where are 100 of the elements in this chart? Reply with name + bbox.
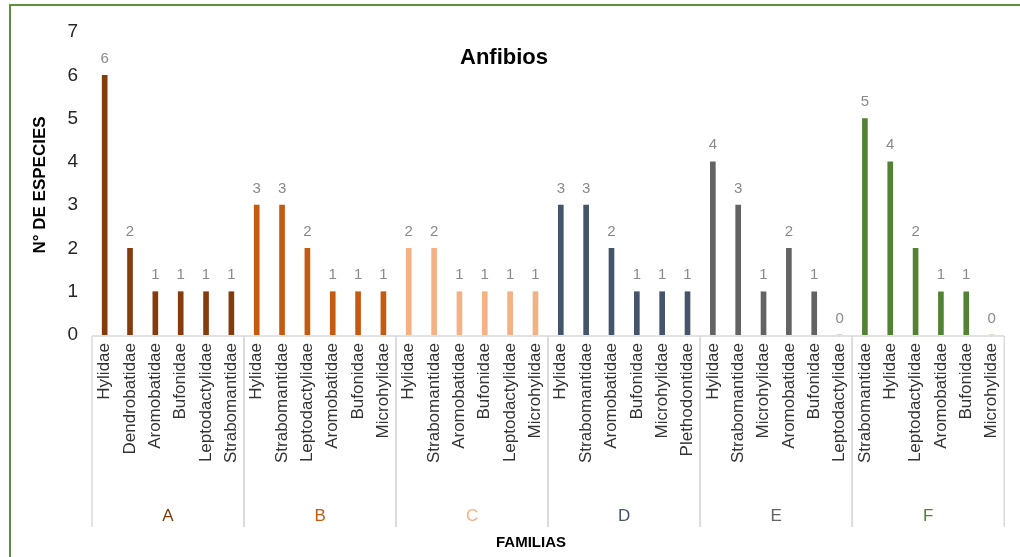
x-tick-label: Strabomantidae xyxy=(727,343,747,464)
x-tick-label: Strabomantidae xyxy=(575,343,595,464)
text: E xyxy=(770,505,782,525)
data-label: 1 xyxy=(658,265,667,283)
data-label: 3 xyxy=(252,178,261,196)
x-tick-label: Leptodactylidae xyxy=(297,343,317,463)
data-label: 3 xyxy=(581,178,591,196)
bar xyxy=(431,248,437,335)
data-label: 3 xyxy=(734,178,743,196)
x-tick-label: Bufonidae xyxy=(347,343,367,420)
y-tick-label: 4 xyxy=(67,150,79,172)
bar xyxy=(253,204,260,335)
bar xyxy=(279,204,285,335)
data-label: 4 xyxy=(708,135,718,153)
data-label: 1 xyxy=(201,265,211,283)
text: D xyxy=(618,505,631,525)
x-tick-label: Bufonidae xyxy=(474,343,494,420)
bar xyxy=(177,291,184,335)
bar xyxy=(329,291,336,335)
data-label: 3 xyxy=(556,178,565,196)
bar xyxy=(710,161,716,335)
data-label: 3 xyxy=(277,178,287,196)
data-label: 5 xyxy=(860,92,870,110)
data-label: 2 xyxy=(125,222,135,240)
data-label: 2 xyxy=(429,222,439,240)
x-tick-label: Leptodactylidae xyxy=(905,343,925,463)
bar xyxy=(634,291,640,335)
text: A xyxy=(162,505,175,525)
data-label: 2 xyxy=(607,222,616,240)
data-label: 0 xyxy=(835,308,844,326)
x-tick-label: Microhylidae xyxy=(525,343,545,439)
bar xyxy=(887,161,894,335)
bar xyxy=(127,248,133,335)
data-label: 1 xyxy=(176,265,185,283)
y-tick-label: 5 xyxy=(67,106,78,128)
x-tick-label: Hylidae xyxy=(398,343,418,400)
x-tick-label: Aromobatidae xyxy=(449,343,469,449)
data-label: 1 xyxy=(328,265,337,283)
x-tick-label: Leptodactylidae xyxy=(195,343,215,463)
data-label: 1 xyxy=(227,265,236,283)
data-label: 1 xyxy=(936,265,946,283)
x-tick-label: Aromobatidae xyxy=(601,343,621,449)
x-tick-label: Bufonidae xyxy=(955,343,975,420)
x-tick-label: Microhylidae xyxy=(651,343,671,439)
bar xyxy=(101,74,108,335)
data-label: 1 xyxy=(480,265,489,283)
data-label: 1 xyxy=(531,265,540,283)
y-tick-label: 3 xyxy=(67,193,78,215)
bar xyxy=(659,291,665,335)
x-axis-title: FAMILIAS xyxy=(496,533,566,551)
bar xyxy=(557,204,564,335)
bar xyxy=(735,204,742,335)
x-tick-label: Hylidae xyxy=(94,343,114,400)
data-label: 1 xyxy=(455,265,464,283)
x-tick-label: Strabomantidae xyxy=(423,343,443,464)
bar xyxy=(481,291,488,335)
data-label: 1 xyxy=(353,265,363,283)
x-tick-label: Strabomantidae xyxy=(854,343,874,464)
x-tick-label: Microhylidae xyxy=(753,343,773,439)
text: B xyxy=(314,505,326,525)
bar xyxy=(963,291,970,335)
x-tick-label: Plethodontidae xyxy=(677,343,697,457)
data-label: 1 xyxy=(810,265,819,283)
bar xyxy=(203,291,209,335)
data-label: 1 xyxy=(962,265,971,283)
x-tick-label: Aromobatidae xyxy=(322,343,342,449)
x-tick-label: Microhylidae xyxy=(373,343,393,439)
x-tick-label: Aromobatidae xyxy=(930,343,950,449)
y-axis-title: N° DE ESPECIES xyxy=(29,116,49,254)
bar xyxy=(786,248,792,335)
data-label: 2 xyxy=(911,222,920,240)
data-label: 2 xyxy=(404,222,413,240)
data-label: 6 xyxy=(100,48,109,66)
x-tick-label: Bufonidae xyxy=(803,343,823,420)
data-label: 1 xyxy=(505,265,515,283)
x-tick-label: Bufonidae xyxy=(626,343,646,420)
y-tick-label: 0 xyxy=(67,323,78,345)
x-tick-label: Hylidae xyxy=(879,343,899,400)
x-tick-label: Strabomantidae xyxy=(271,343,291,464)
bar xyxy=(405,248,412,335)
y-tick-label: 1 xyxy=(67,279,78,301)
bar xyxy=(507,291,513,335)
x-tick-label: Bufonidae xyxy=(170,343,190,420)
x-tick-label: Hylidae xyxy=(702,343,722,400)
x-tick-label: Aromobatidae xyxy=(145,343,165,449)
bar xyxy=(583,204,589,335)
data-label: 1 xyxy=(759,265,768,283)
data-label: 0 xyxy=(987,308,996,326)
x-tick-label: Hylidae xyxy=(246,343,266,400)
x-tick-label: Microhylidae xyxy=(981,343,1001,439)
x-tick-label: Leptodactylidae xyxy=(499,343,519,463)
bar xyxy=(862,118,868,335)
x-tick-label: Strabomantidae xyxy=(221,343,241,464)
data-label: 1 xyxy=(151,265,160,283)
bar xyxy=(811,291,818,335)
text: Anfibios xyxy=(460,44,548,70)
data-label: 2 xyxy=(784,222,794,240)
text: C xyxy=(465,505,479,525)
x-tick-label: Leptodactylidae xyxy=(829,343,849,463)
bar xyxy=(938,291,944,335)
